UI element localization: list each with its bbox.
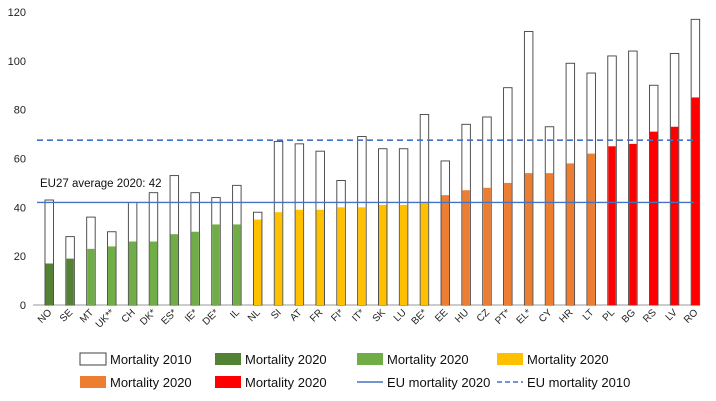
legend-swatch-fill (357, 353, 383, 365)
eu-average-annotation: EU27 average 2020: 42 (40, 178, 161, 190)
category-label: LU (392, 307, 409, 324)
bar-2020 (337, 207, 345, 305)
category-label: IL (228, 307, 242, 321)
category-label: ES* (159, 307, 179, 327)
bar-2020 (316, 209, 324, 305)
legend-label: EU mortality 2020 (387, 375, 490, 390)
category-label: NO (36, 307, 55, 326)
y-tick-label: 60 (14, 154, 26, 166)
legend-entry: Mortality 2020 (215, 352, 327, 367)
bar-2020 (66, 258, 74, 305)
bar-2020 (128, 241, 137, 305)
category-label: FI* (329, 307, 346, 324)
legend-label: Mortality 2020 (110, 375, 192, 390)
legend-label: Mortality 2010 (110, 352, 192, 367)
y-tick-label: 40 (14, 202, 26, 214)
bar-2020 (87, 248, 95, 305)
legend-entry: EU mortality 2010 (497, 375, 630, 390)
bar-2020 (566, 163, 575, 305)
bar-2020 (629, 143, 637, 305)
category-label: DK* (138, 307, 158, 327)
category-label: IE* (183, 307, 200, 324)
legend-swatch-fill (215, 376, 241, 388)
bar-2020 (358, 207, 366, 305)
bar-2020 (212, 224, 220, 305)
bar-2020 (295, 209, 304, 305)
bar-2020 (587, 153, 595, 305)
category-label: LV (664, 307, 680, 323)
legend-swatch-fill (497, 353, 523, 365)
category-label: HR (557, 307, 575, 325)
category-label: EE (433, 307, 450, 324)
legend-label: Mortality 2020 (387, 352, 469, 367)
category-label: DE* (201, 307, 221, 327)
legend-label: EU mortality 2010 (527, 375, 630, 390)
y-tick-label: 80 (14, 105, 26, 117)
category-label: AT (288, 307, 304, 323)
y-tick-label: 100 (8, 56, 26, 68)
bar-2020 (191, 231, 199, 305)
category-label: BE* (410, 307, 430, 327)
bar-2020 (170, 234, 179, 305)
category-label: NL (246, 307, 263, 324)
category-label: HU (453, 307, 471, 325)
legend: Mortality 2010 Mortality 2020 Mortality 20… (79, 352, 630, 390)
bar-2020 (462, 190, 470, 305)
category-label: EL* (515, 307, 534, 326)
bar-2020 (608, 146, 616, 305)
legend-swatch-fill (80, 376, 106, 388)
bar-2020 (524, 173, 533, 305)
legend-label: Mortality 2020 (527, 352, 609, 367)
bar-2020 (149, 241, 158, 305)
category-label: IT* (350, 307, 367, 324)
bar-2020 (441, 195, 450, 305)
bar-2020 (420, 202, 429, 305)
bar-2020 (483, 187, 491, 305)
legend-entry: EU mortality 2020 (357, 375, 490, 390)
legend-swatch-outline (79, 352, 107, 366)
category-label: RO (682, 307, 701, 326)
category-label: CZ (475, 307, 492, 324)
y-tick-label: 20 (14, 251, 26, 263)
bar-2020 (253, 219, 262, 305)
bar-2020 (691, 97, 700, 305)
category-label: UK** (94, 307, 117, 330)
bar-2020 (545, 173, 554, 305)
category-label: BG (620, 307, 638, 325)
bar-2020 (670, 126, 679, 305)
bar-2020 (504, 182, 512, 305)
legend-entry: Mortality 2020 (80, 375, 192, 390)
legend-swatch-fill (215, 353, 241, 365)
legend-entry: Mortality 2020 (357, 352, 469, 367)
bar-2020 (379, 204, 387, 305)
category-label: RS (641, 307, 659, 325)
y-tick-label: 120 (8, 7, 26, 19)
legend-entry: Mortality 2020 (497, 352, 609, 367)
category-label: PT* (493, 307, 513, 327)
legend-entry: Mortality 2020 (215, 375, 327, 390)
category-label: FR (308, 307, 325, 324)
legend-label: Mortality 2020 (245, 375, 327, 390)
legend-entry: Mortality 2010 (79, 352, 192, 367)
bar-2020 (45, 263, 53, 305)
bar-2020 (274, 212, 283, 305)
category-label: SE (58, 307, 75, 324)
bar-2020 (399, 204, 408, 305)
bar-2020 (649, 131, 658, 305)
category-label: PL (601, 307, 618, 324)
category-label: CY (537, 307, 555, 325)
category-label: SI (269, 307, 283, 321)
bar-2020 (108, 246, 116, 305)
category-label: CH (120, 307, 138, 325)
legend-label: Mortality 2020 (245, 352, 327, 367)
category-label: LT (581, 307, 597, 323)
y-tick-label: 0 (20, 300, 26, 312)
bar-2020 (233, 224, 241, 305)
category-label: SK (371, 307, 388, 324)
